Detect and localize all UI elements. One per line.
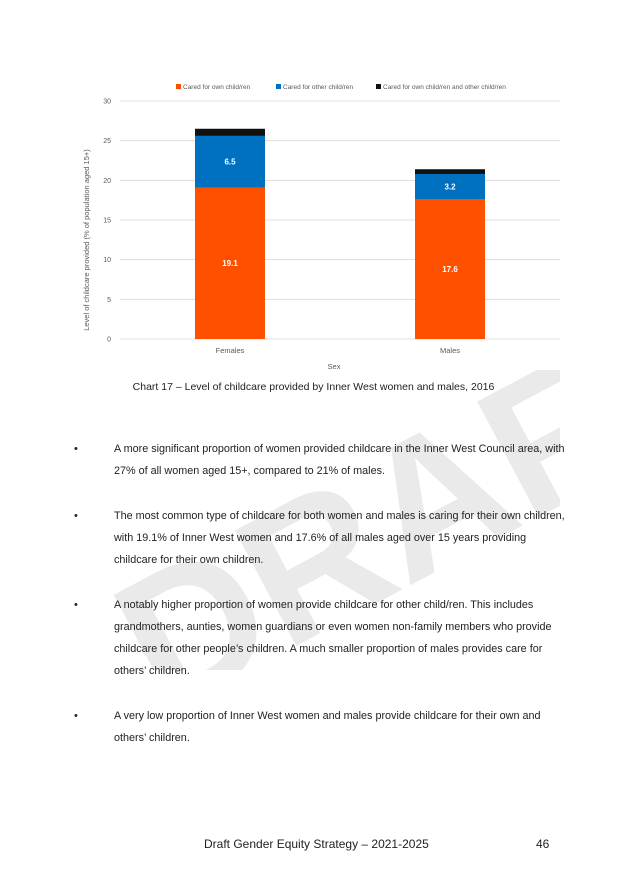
y-tick-label: 30 <box>103 99 111 106</box>
y-axis-label: Level of childcare provided (% of popula… <box>82 149 91 331</box>
y-tick-label: 5 <box>107 297 111 304</box>
x-tick-label: Males <box>440 346 460 355</box>
x-axis-label: Sex <box>328 362 341 371</box>
chart-gridlines <box>120 100 560 340</box>
chart-caption: Chart 17 – Level of childcare provided b… <box>132 381 495 393</box>
legend-swatch <box>376 84 381 89</box>
data-label: 17.6 <box>442 265 458 274</box>
bullet-text: A very low proportion of Inner West wome… <box>114 710 541 744</box>
bullet-text: The most common type of childcare for bo… <box>114 510 565 566</box>
chart-bars: 19.1 6.5 17.6 3.2 <box>195 128 485 339</box>
bullet-dot: • <box>74 710 78 722</box>
data-label: 3.2 <box>444 183 456 192</box>
footer-title: Draft Gender Equity Strategy – 2021-2025 <box>204 837 429 851</box>
bullet-text: A notably higher proportion of women pro… <box>114 599 552 677</box>
bar-segment <box>195 135 265 188</box>
bullet-dot: • <box>74 443 78 455</box>
bullet-item: • A very low proportion of Inner West wom… <box>0 705 627 749</box>
bar-segment <box>415 169 485 174</box>
bar-segment <box>415 199 485 339</box>
bullet-text: A more significant proportion of women p… <box>114 443 565 477</box>
bullet-item: • A notably higher proportion of women pr… <box>0 594 627 682</box>
bullet-item: • The most common type of childcare for b… <box>0 505 627 571</box>
bullet-list: • A more significant proportion of women … <box>0 438 627 749</box>
bullet-dot: • <box>74 599 78 611</box>
legend-label: Cared for own child/ren <box>183 84 251 91</box>
bullet-dot: • <box>74 510 78 522</box>
childcare-chart: Cared for own child/ren Cared for other c… <box>82 84 560 371</box>
x-tick-label: Females <box>216 346 245 355</box>
y-tick-label: 20 <box>103 178 111 185</box>
legend-swatch <box>276 84 281 89</box>
chart-legend: Cared for own child/ren Cared for other c… <box>176 84 506 91</box>
x-axis-ticks: Females Males <box>216 346 461 355</box>
legend-swatch <box>176 84 181 89</box>
y-tick-label: 15 <box>103 218 111 225</box>
data-label: 19.1 <box>222 259 238 268</box>
data-label: 6.5 <box>224 158 236 167</box>
page-number: 46 <box>536 837 550 851</box>
y-tick-label: 0 <box>107 337 111 344</box>
legend-label: Cared for other child/ren <box>283 84 353 91</box>
bullet-item: • A more significant proportion of women … <box>0 438 627 482</box>
bar-segment <box>195 128 265 136</box>
bar-segment <box>195 187 265 339</box>
bar-segment <box>415 173 485 200</box>
legend-label: Cared for own child/ren and other child/… <box>383 84 506 91</box>
y-tick-label: 25 <box>103 138 111 145</box>
y-tick-label: 10 <box>103 257 111 264</box>
y-axis-ticks: 0 5 10 15 20 25 30 <box>103 99 111 344</box>
